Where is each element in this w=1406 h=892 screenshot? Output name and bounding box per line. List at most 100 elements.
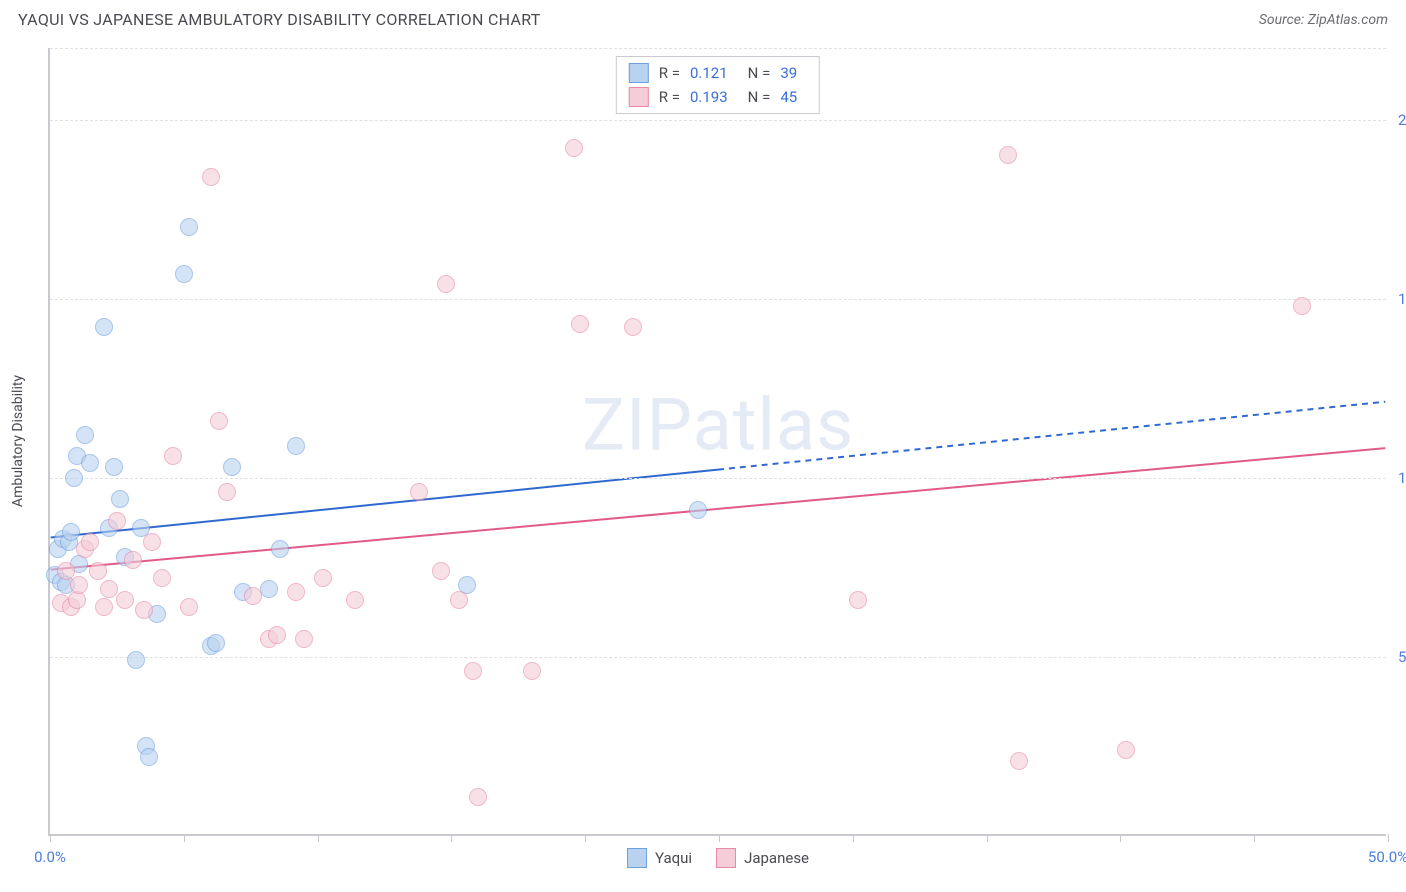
scatter-marker [180, 218, 198, 236]
scatter-marker [135, 601, 153, 619]
legend-item: Yaqui [627, 848, 692, 868]
scatter-marker [571, 315, 589, 333]
r-label: R = [659, 88, 680, 106]
gridline-h [50, 478, 1386, 479]
x-tick-label: 0.0% [34, 848, 66, 866]
scatter-marker [202, 168, 220, 186]
scatter-marker [111, 490, 129, 508]
watermark: ZIPatlas [582, 383, 854, 468]
bottom-legend: Yaqui Japanese [627, 848, 809, 868]
plot-area: ZIPatlas R =0.121N =39R =0.193N =45 Ambu… [48, 48, 1386, 836]
scatter-marker [108, 512, 126, 530]
n-label: N = [748, 64, 771, 82]
scatter-marker [70, 576, 88, 594]
chart-container: ZIPatlas R =0.121N =39R =0.193N =45 Ambu… [48, 48, 1386, 836]
x-tick [184, 834, 185, 842]
scatter-marker [218, 483, 236, 501]
scatter-marker [76, 426, 94, 444]
x-tick [451, 834, 452, 842]
scatter-marker [260, 580, 278, 598]
scatter-marker [523, 662, 541, 680]
scatter-marker [57, 562, 75, 580]
legend-swatch [629, 87, 649, 107]
scatter-marker [689, 501, 707, 519]
scatter-marker [565, 139, 583, 157]
scatter-marker [244, 587, 262, 605]
scatter-marker [450, 591, 468, 609]
scatter-marker [464, 662, 482, 680]
scatter-marker [127, 651, 145, 669]
n-label: N = [748, 88, 771, 106]
scatter-marker [999, 146, 1017, 164]
scatter-marker [81, 533, 99, 551]
scatter-marker [116, 591, 134, 609]
legend-item: Japanese [716, 848, 809, 868]
y-tick-label: 15.0% [1398, 290, 1406, 308]
legend-label: Yaqui [655, 849, 692, 867]
scatter-marker [223, 458, 241, 476]
scatter-marker [287, 437, 305, 455]
scatter-marker [164, 447, 182, 465]
scatter-marker [180, 598, 198, 616]
scatter-marker [1117, 741, 1135, 759]
legend-swatch [716, 848, 736, 868]
scatter-marker [62, 523, 80, 541]
scatter-marker [469, 788, 487, 806]
y-tick-label: 10.0% [1398, 469, 1406, 487]
r-label: R = [659, 64, 680, 82]
stats-row: R = 0.121 N = 39 [629, 61, 807, 85]
scatter-marker [624, 318, 642, 336]
scatter-marker [295, 630, 313, 648]
scatter-marker [287, 583, 305, 601]
n-value: 39 [780, 64, 797, 82]
scatter-marker [314, 569, 332, 587]
y-tick-label: 5.0% [1398, 648, 1406, 666]
scatter-marker [124, 551, 142, 569]
n-value: 45 [780, 88, 797, 106]
scatter-marker [95, 598, 113, 616]
r-value: 0.193 [690, 88, 728, 106]
x-tick [719, 834, 720, 842]
legend-swatch [627, 848, 647, 868]
x-tick [1254, 834, 1255, 842]
scatter-marker [175, 265, 193, 283]
scatter-marker [346, 591, 364, 609]
scatter-marker [1010, 752, 1028, 770]
correlation-stats-box: R = 0.121 N = 39 R = 0.193 N = 45 [616, 56, 820, 114]
x-tick-label: 50.0% [1368, 848, 1406, 866]
scatter-marker [143, 533, 161, 551]
scatter-marker [81, 454, 99, 472]
y-axis-label: Ambulatory Disability [10, 375, 26, 507]
scatter-marker [410, 483, 428, 501]
legend-label: Japanese [744, 849, 809, 867]
scatter-marker [432, 562, 450, 580]
chart-header: YAQUI VS JAPANESE AMBULATORY DISABILITY … [0, 0, 1406, 35]
x-tick [987, 834, 988, 842]
scatter-marker [100, 580, 118, 598]
scatter-marker [271, 540, 289, 558]
scatter-marker [437, 275, 455, 293]
scatter-marker [65, 469, 83, 487]
x-tick [50, 834, 51, 842]
scatter-marker [153, 569, 171, 587]
x-tick [318, 834, 319, 842]
x-tick [1388, 834, 1389, 842]
scatter-marker [105, 458, 123, 476]
x-tick [1120, 834, 1121, 842]
scatter-marker [95, 318, 113, 336]
scatter-marker [1293, 297, 1311, 315]
r-value: 0.121 [690, 64, 728, 82]
stats-row: R = 0.193 N = 45 [629, 85, 807, 109]
scatter-marker [849, 591, 867, 609]
scatter-marker [89, 562, 107, 580]
legend-swatch [629, 63, 649, 83]
gridline-h [50, 299, 1386, 300]
gridline-h [50, 657, 1386, 658]
x-tick [853, 834, 854, 842]
gridline-h [50, 48, 1386, 49]
x-tick [585, 834, 586, 842]
scatter-marker [140, 748, 158, 766]
scatter-marker [210, 412, 228, 430]
scatter-marker [268, 626, 286, 644]
trend-lines [50, 48, 1386, 834]
